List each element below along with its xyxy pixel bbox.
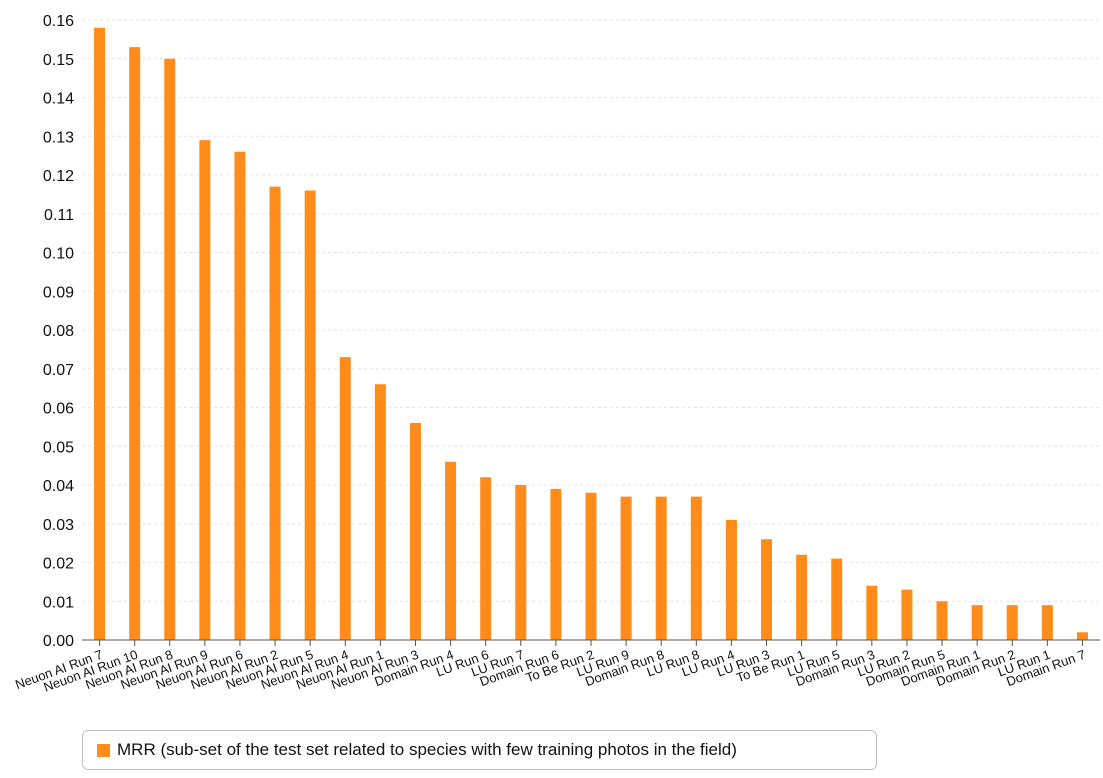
bars [94,27,1088,640]
bar [304,190,316,640]
bar-chart: 0.00 0.01 0.02 0.03 0.04 0.05 0.06 0.07 0.08 0.09… [13,13,1100,695]
y-tick-label: 0.12 [43,168,74,185]
bar [1041,605,1053,640]
bar [199,140,211,640]
y-tick-label: 0.01 [43,594,74,611]
axes [82,639,1100,646]
bar [761,539,773,640]
bar [901,589,913,640]
legend: MRR (sub-set of the test set related to … [82,730,877,770]
y-tick-label: 0.09 [43,284,74,301]
bar [866,585,878,640]
bar [585,492,597,640]
y-tick-label: 0.15 [43,52,74,69]
y-tick-label: 0.07 [43,362,74,379]
y-tick-label: 0.06 [43,401,74,418]
y-tick-label: 0.14 [43,91,74,108]
bar [234,151,246,640]
bar [164,58,176,640]
y-tick-label: 0.02 [43,556,74,573]
bar [936,601,948,640]
bar [515,485,527,640]
bar [94,27,106,640]
bar [690,496,702,640]
bar [550,488,562,640]
bar [725,519,737,640]
y-tick-label: 0.16 [43,13,74,30]
gridlines [82,19,1100,602]
y-tick-label: 0.13 [43,129,74,146]
legend-swatch [97,743,110,757]
y-tick-label: 0.03 [43,517,74,534]
bar [480,477,492,640]
bar [129,47,141,640]
bar [620,496,632,640]
bar [269,186,281,640]
bar [831,558,843,640]
y-tick-label: 0.10 [43,246,74,263]
y-tick-label: 0.05 [43,439,74,456]
bar [374,384,386,640]
bar [971,605,983,640]
bar [1006,605,1018,640]
bar [796,554,808,640]
y-tick-label: 0.11 [44,207,74,224]
y-tick-labels: 0.00 0.01 0.02 0.03 0.04 0.05 0.06 0.07 0.08 0.09… [43,13,74,650]
bar [339,357,351,640]
legend-label: MRR (sub-set of the test set related to … [117,740,737,759]
y-tick-label: 0.04 [43,478,74,495]
y-tick-label: 0.08 [43,323,74,340]
bar [409,423,421,640]
y-tick-label: 0.00 [43,633,74,650]
bar [655,496,667,640]
bar [445,461,457,640]
bar [1076,632,1088,640]
